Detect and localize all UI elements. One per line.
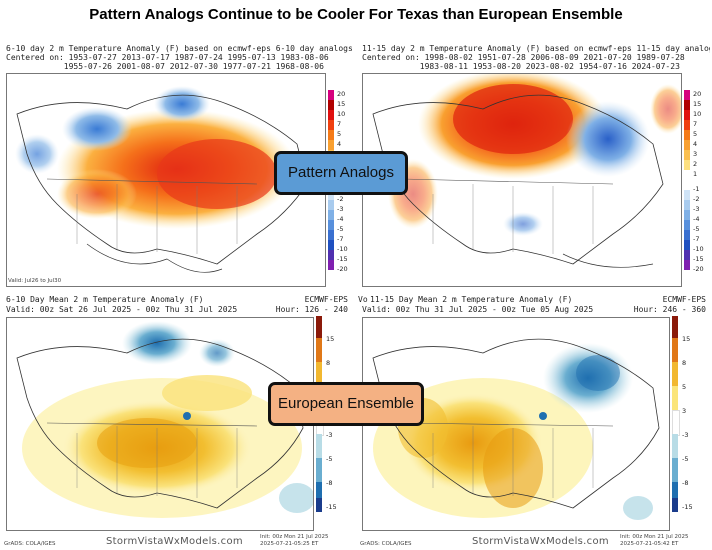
colorbar-tick: 4 [337, 140, 342, 148]
colorbar-tick: -3 [337, 205, 344, 213]
panel-header-line1: 6-10 Day Mean 2 m Temperature Anomaly (F… [6, 295, 204, 304]
render-stamp: 2025-07-21-05:42 ET [620, 541, 679, 547]
colorbar-tick: 5 [682, 383, 687, 391]
hour-range: Hour: 126 - 240 [275, 305, 348, 314]
colorbar-tick: 8 [326, 359, 331, 367]
panel-header-line1: 6-10 day 2 m Temperature Anomaly (F) bas… [6, 44, 352, 53]
colorbar-tick: -15 [326, 503, 337, 511]
colorbar-tick: 7 [693, 120, 698, 128]
anomaly-map [6, 317, 315, 531]
init-time: Init: 00z Mon 21 Jul 2025 [260, 534, 329, 540]
colorbar-tick: 15 [693, 100, 702, 108]
colorbar-tick: 8 [682, 359, 687, 367]
grads-credit: GrADS: COLA/IGES [4, 541, 56, 547]
colorbar-tick: -3 [682, 431, 689, 439]
panel-ensemble-6-10: 6-10 Day Mean 2 m Temperature Anomaly (F… [2, 294, 352, 548]
init-time: Init: 00z Mon 21 Jul 2025 [620, 534, 689, 540]
panel-header-line2: Valid: 00z Thu 31 Jul 2025 - 00z Tue 05 … [362, 305, 594, 314]
colorbar-tick: 15 [682, 335, 691, 343]
colorbar-tick: -7 [337, 235, 344, 243]
panel-header-line2: Centered on: 1998-08-02 1951-07-28 2006-… [362, 53, 685, 62]
colorbar-tick: 10 [693, 110, 702, 118]
colorbar-tick: 10 [337, 110, 346, 118]
anomaly-map [362, 317, 670, 531]
colorbar-tick: -1 [693, 185, 700, 193]
colorbar-tick: 2 [693, 160, 698, 168]
panel-header-line3: 1983-08-11 1953-08-20 2023-08-02 1954-07… [362, 62, 680, 71]
colorbar-tick: -20 [337, 265, 348, 273]
colorbar-tick: 1 [693, 170, 698, 178]
colorbar-tick: 15 [326, 335, 335, 343]
colorbar-tick: -2 [693, 195, 700, 203]
colorbar-tick: -15 [682, 503, 693, 511]
colorbar-tick: 20 [693, 90, 702, 98]
colorbar-tick: 5 [693, 130, 698, 138]
colorbar-tick: 15 [337, 100, 346, 108]
callout-european-ensemble: European Ensemble [268, 382, 424, 426]
colorbar-tick: -3 [326, 431, 333, 439]
colorbar-tick: 3 [682, 407, 687, 415]
brand-watermark: StormVistaWxModels.com [472, 536, 609, 547]
anomaly-map-svg [372, 338, 660, 520]
colorbar-tick: -3 [693, 205, 700, 213]
panel-header-line2: Centered on: 1953-07-27 2013-07-17 1987-… [6, 53, 329, 62]
panel-header-line3: 1955-07-26 2001-08-07 2012-07-30 1977-07… [6, 62, 324, 71]
panel-prefix: Vo [358, 295, 368, 304]
colorbar-tick: -15 [693, 255, 704, 263]
panel-analogs-6-10: 6-10 day 2 m Temperature Anomaly (F) bas… [2, 42, 352, 290]
colorbar-tick: -8 [326, 479, 333, 487]
colorbar: 15 8 5 3 -3 -5 -8 -15 [672, 316, 706, 514]
colorbar-tick: -5 [693, 225, 700, 233]
colorbar-tick: 3 [693, 150, 698, 158]
callout-european-ensemble-label: European Ensemble [278, 395, 414, 412]
colorbar: 20 15 10 7 5 4 3 2 1 -1 -2 -3 -4 -5 -7 -… [684, 90, 708, 280]
colorbar-tick: -4 [693, 215, 700, 223]
colorbar-tick: -2 [337, 195, 344, 203]
render-stamp: 2025-07-21-05:25 ET [260, 541, 319, 547]
panel-header-line1: 11-15 Day Mean 2 m Temperature Anomaly (… [370, 295, 573, 304]
panel-header-line2: Valid: 00z Sat 26 Jul 2025 - 00z Thu 31 … [6, 305, 238, 314]
anomaly-map [362, 69, 686, 287]
page-title: Pattern Analogs Continue to be Cooler Fo… [89, 6, 623, 23]
hour-range: Hour: 246 - 360 [633, 305, 706, 314]
anomaly-map-svg [372, 69, 686, 268]
anomaly-map-svg [16, 321, 315, 518]
brand-watermark: StormVistaWxModels.com [106, 536, 243, 547]
colorbar-tick: -5 [326, 455, 333, 463]
colorbar-tick: -20 [693, 265, 704, 273]
colorbar-tick: 20 [337, 90, 346, 98]
callout-pattern-analogs: Pattern Analogs [274, 151, 408, 195]
colorbar-tick: -7 [693, 235, 700, 243]
valid-range: Valid: Jul26 to Jul30 [8, 278, 62, 284]
colorbar-tick: -5 [337, 225, 344, 233]
colorbar-tick: 5 [337, 130, 342, 138]
colorbar-tick: 4 [693, 140, 698, 148]
panel-header-line1: 11-15 day 2 m Temperature Anomaly (F) ba… [362, 44, 710, 53]
colorbar-tick: -15 [337, 255, 348, 263]
panel-ensemble-11-15: Vo 11-15 Day Mean 2 m Temperature Anomal… [358, 294, 710, 548]
callout-pattern-analogs-label: Pattern Analogs [288, 164, 394, 181]
grads-credit: GrADS: COLA/IGES [360, 541, 412, 547]
anomaly-map-svg [15, 86, 308, 273]
model-label: ECMWF-EPS [662, 295, 706, 304]
panel-analogs-11-15: 11-15 day 2 m Temperature Anomaly (F) ba… [358, 42, 710, 290]
colorbar-tick: -4 [337, 215, 344, 223]
colorbar-tick: -5 [682, 455, 689, 463]
colorbar-tick: -8 [682, 479, 689, 487]
colorbar-tick: -10 [337, 245, 348, 253]
anomaly-map [6, 73, 326, 287]
model-label: ECMWF-EPS [304, 295, 348, 304]
colorbar-tick: -10 [693, 245, 704, 253]
colorbar-tick: 7 [337, 120, 342, 128]
